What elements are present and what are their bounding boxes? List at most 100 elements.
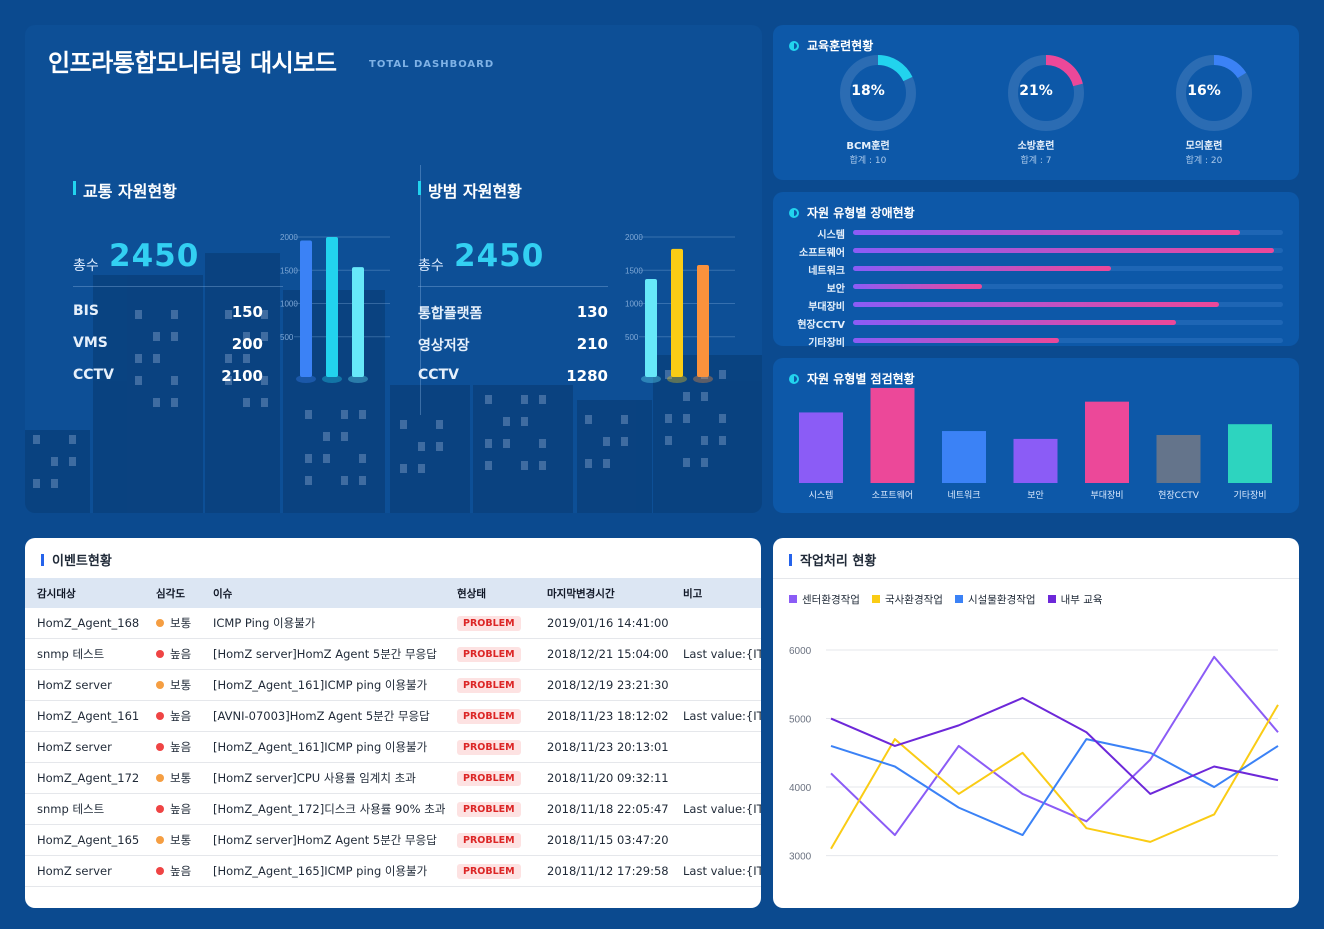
time-cell: 2018/12/21 15:04:00 — [535, 638, 671, 670]
window-decoration — [305, 476, 312, 485]
column-header[interactable]: 현상태 — [445, 578, 535, 608]
bar — [352, 267, 364, 377]
traffic-item-value: 200 — [231, 335, 263, 353]
window-decoration — [521, 461, 528, 470]
note-cell — [671, 608, 761, 639]
column-header[interactable]: 이슈 — [201, 578, 445, 608]
table-row[interactable]: HomZ server 보통 [HomZ_Agent_161]ICMP ping 이… — [25, 669, 761, 701]
target-cell: snmp 테스트 — [25, 793, 144, 825]
status-badge: PROBLEM — [457, 678, 521, 693]
table-row[interactable]: snmp 테스트 높음 [HomZ_Agent_172]디스크 사용률 90% 초과… — [25, 793, 761, 825]
window-decoration — [485, 439, 492, 448]
time-cell: 2018/11/23 18:12:02 — [535, 700, 671, 732]
severity-cell: 보통 — [144, 824, 201, 856]
window-decoration — [539, 395, 546, 404]
window-decoration — [69, 435, 76, 444]
bar-glow — [641, 375, 661, 383]
window-decoration — [243, 398, 250, 407]
time-cell: 2018/11/23 20:13:01 — [535, 731, 671, 763]
table-row[interactable]: HomZ server 높음 [HomZ_Agent_165]ICMP ping 이… — [25, 855, 761, 887]
time-cell: 2019/01/16 14:41:00 — [535, 608, 671, 639]
traffic-bar-chart: 2000 1500 1000 500 — [280, 233, 390, 383]
legend-item[interactable]: 센터환경작업 — [789, 594, 860, 606]
bar-glow — [348, 375, 368, 383]
window-decoration — [400, 420, 407, 429]
severity-dot-icon — [156, 681, 164, 689]
donut-sum: 합계 : 7 — [1020, 156, 1052, 166]
window-decoration — [603, 459, 610, 468]
column-header[interactable]: 감시대상 — [25, 578, 144, 608]
status-badge: PROBLEM — [457, 802, 521, 817]
legend-label: 국사환경작업 — [884, 594, 943, 606]
table-row[interactable]: snmp 테스트 높음 [HomZ server]HomZ Agent 5분간 무응… — [25, 638, 761, 670]
failure-bar-track — [853, 248, 1283, 253]
security-item-name: CCTV — [418, 367, 459, 383]
events-panel: 이벤트현황 감시대상 심각도 이슈 현상태 마지막변경시간 비고 HomZ_Agent_1… — [25, 538, 761, 908]
traffic-total-label: 총수 — [73, 258, 99, 274]
severity-dot-icon — [156, 619, 164, 627]
page-title: 인프라통합모니터링 대시보드 — [48, 49, 337, 77]
bar — [671, 248, 683, 377]
donut-label: 소방훈련 — [1017, 141, 1055, 152]
y-tick-label: 3000 — [789, 852, 812, 863]
security-bar-chart: 2000 1500 1000 500 — [625, 233, 735, 383]
bar — [799, 412, 843, 483]
tick-label: 500 — [625, 333, 639, 342]
table-row[interactable]: HomZ_Agent_165 보통 [HomZ server]HomZ Agent … — [25, 824, 761, 856]
severity-cell: 보통 — [144, 762, 201, 794]
failure-bar — [853, 266, 1111, 271]
jobs-legend: 센터환경작업 국사환경작업 시설물환경작업 내부 교육 — [789, 592, 1115, 607]
status-badge: PROBLEM — [457, 833, 521, 848]
bar — [697, 265, 709, 377]
window-decoration — [323, 454, 330, 463]
table-header-row: 감시대상 심각도 이슈 현상태 마지막변경시간 비고 — [25, 578, 761, 608]
window-decoration — [539, 461, 546, 470]
window-decoration — [225, 310, 232, 319]
table-row[interactable]: HomZ_Agent_172 보통 [HomZ server]CPU 사용률 임계치… — [25, 762, 761, 794]
table-row[interactable]: HomZ server 높음 [HomZ_Agent_161]ICMP ping 이… — [25, 731, 761, 763]
status-badge: PROBLEM — [457, 709, 521, 724]
window-decoration — [305, 410, 312, 419]
note-cell — [671, 762, 761, 794]
failures-title: 자원 유형별 장애현황 — [789, 204, 915, 221]
severity-cell: 보통 — [144, 608, 201, 639]
window-decoration — [243, 354, 250, 363]
failure-bar-track — [853, 302, 1283, 307]
column-header[interactable]: 비고 — [671, 578, 761, 608]
window-decoration — [621, 415, 628, 424]
status-cell: PROBLEM — [445, 731, 535, 763]
legend-item[interactable]: 시설물환경작업 — [954, 594, 1036, 606]
failure-bar — [853, 302, 1219, 307]
column-header[interactable]: 심각도 — [144, 578, 201, 608]
column-header[interactable]: 마지막변경시간 — [535, 578, 671, 608]
legend-swatch — [789, 595, 797, 603]
traffic-item-name: CCTV — [73, 367, 114, 383]
jobs-title: 작업처리 현황 — [789, 550, 876, 569]
section-dot-icon — [789, 41, 799, 51]
events-table: 감시대상 심각도 이슈 현상태 마지막변경시간 비고 HomZ_Agent_168 보통 IC… — [25, 578, 761, 887]
donut-slice — [840, 55, 916, 131]
window-decoration — [359, 476, 366, 485]
table-row[interactable]: HomZ_Agent_168 보통 ICMP Ping 이용불가 PROBLEM 201… — [25, 608, 761, 639]
category-label: 시스템 — [809, 489, 834, 501]
window-decoration — [400, 464, 407, 473]
window-decoration — [719, 436, 726, 445]
severity-dot-icon — [156, 712, 164, 720]
training-title: 교육훈련현황 — [789, 37, 873, 54]
status-cell: PROBLEM — [445, 638, 535, 670]
failure-bar-label: 보안 — [826, 284, 845, 295]
legend-item[interactable]: 내부 교육 — [1047, 594, 1103, 606]
window-decoration — [153, 398, 160, 407]
failure-bar-label: 현장CCTV — [797, 320, 845, 331]
failure-bar-label: 기타장비 — [808, 338, 845, 349]
legend-item[interactable]: 국사환경작업 — [871, 594, 943, 606]
bar-glow — [296, 375, 316, 383]
window-decoration — [359, 454, 366, 463]
issue-cell: [HomZ_Agent_161]ICMP ping 이용불가 — [201, 731, 445, 763]
hero-panel: 인프라통합모니터링 대시보드 TOTAL DASHBOARD 교통 자원현황 총… — [25, 25, 762, 513]
time-cell: 2018/11/20 09:32:11 — [535, 762, 671, 794]
note-cell: Last value:{ITE — [671, 793, 761, 825]
window-decoration — [418, 442, 425, 451]
failures-title-text: 자원 유형별 장애현황 — [807, 206, 915, 220]
table-row[interactable]: HomZ_Agent_161 높음 [AVNI-07003]HomZ Agent 5… — [25, 700, 761, 732]
